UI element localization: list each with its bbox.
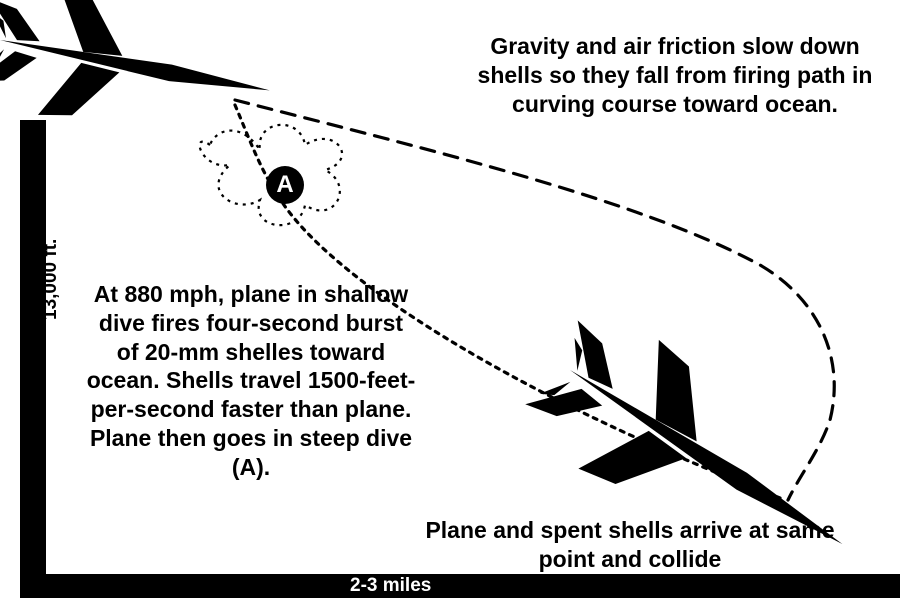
axis-x-bar [20,574,900,598]
label-bottom-right: Plane and spent shells arrive at same po… [420,516,840,574]
axis-y-bar [20,120,46,598]
diagram-stage: { "canvas": { "width": 919, "height": 61… [0,0,919,610]
marker-a-label: A [276,171,293,199]
axis-x-label: 2-3 miles [350,575,431,597]
marker-a: A [266,166,304,204]
label-left: At 880 mph, plane in shallow dive fires … [86,280,416,481]
axis-y-label: 13,000 ft. [40,239,62,320]
label-top-right: Gravity and air friction slow down shell… [460,32,890,118]
